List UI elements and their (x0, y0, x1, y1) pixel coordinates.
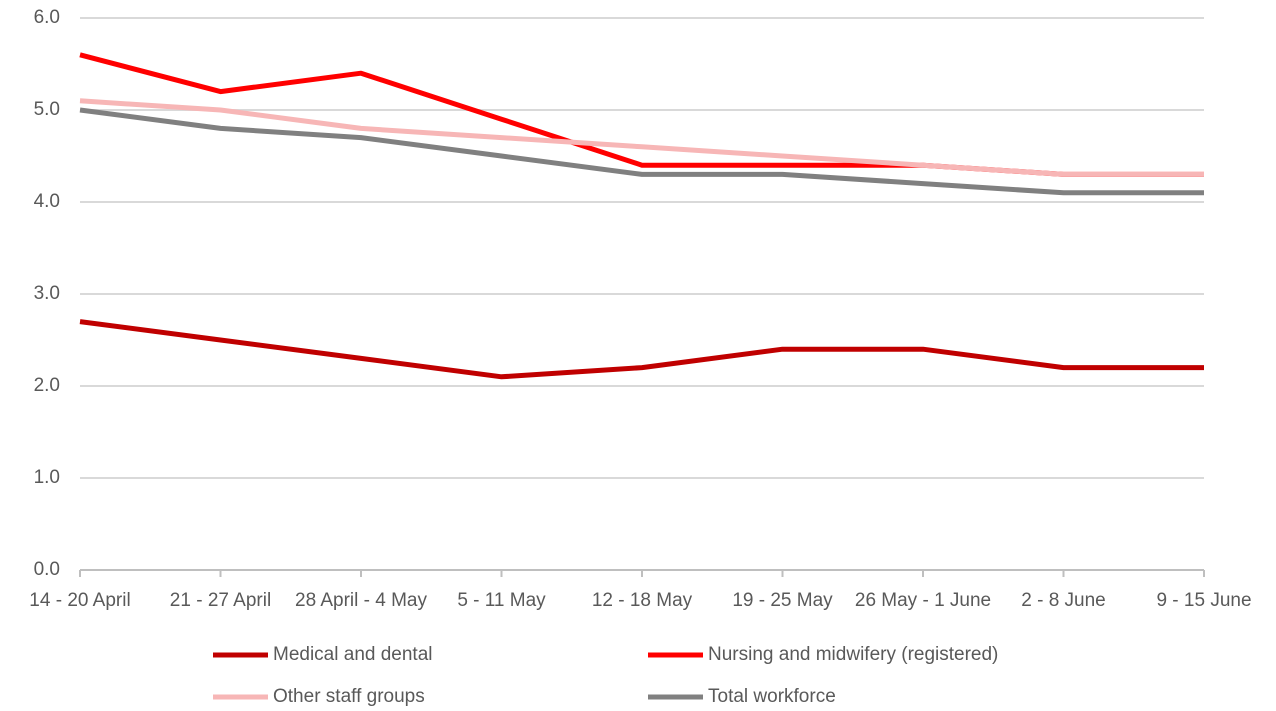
y-tick-label: 0.0 (34, 559, 60, 580)
legend-label: Nursing and midwifery (registered) (708, 644, 998, 665)
line (79, 98, 1204, 177)
x-tick-label: 14 - 20 April (29, 590, 130, 611)
x-tick-label: 26 May - 1 June (855, 590, 991, 611)
legend-label: Medical and dental (273, 644, 433, 665)
y-tick-label: 1.0 (34, 467, 60, 488)
y-tick-label: 5.0 (34, 99, 60, 120)
x-tick-label: 21 - 27 April (170, 590, 271, 611)
y-tick-label: 6.0 (34, 7, 60, 28)
line (79, 319, 1204, 380)
y-tick-label: 2.0 (34, 375, 60, 396)
y-tick-label: 4.0 (34, 191, 60, 212)
x-tick-label: 9 - 15 June (1156, 590, 1251, 611)
x-tick-label: 19 - 25 May (732, 590, 833, 611)
x-tick-label: 5 - 11 May (457, 590, 546, 611)
x-tick-label: 28 April - 4 May (295, 590, 427, 611)
x-tick-label: 12 - 18 May (592, 590, 693, 611)
x-tick-label: 2 - 8 June (1021, 590, 1106, 611)
line (79, 107, 1204, 196)
y-tick-label: 3.0 (34, 283, 60, 304)
legend-label: Other staff groups (273, 686, 425, 707)
legend-label: Total workforce (708, 686, 836, 707)
